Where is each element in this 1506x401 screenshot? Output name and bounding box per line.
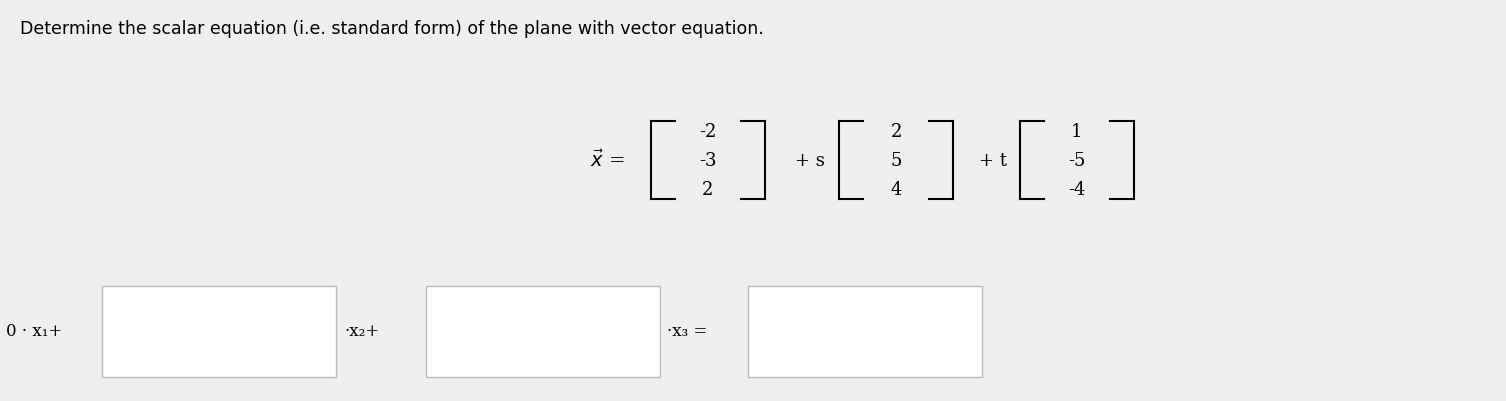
- FancyBboxPatch shape: [748, 287, 982, 377]
- Text: + s: + s: [795, 152, 825, 169]
- Text: $\vec{x}$ =: $\vec{x}$ =: [590, 150, 625, 171]
- Text: -5: -5: [1068, 152, 1086, 169]
- FancyBboxPatch shape: [426, 287, 660, 377]
- Text: 0 · x₁+: 0 · x₁+: [6, 322, 62, 339]
- Text: -4: -4: [1068, 180, 1086, 198]
- Text: ·x₂+: ·x₂+: [345, 322, 380, 339]
- Text: -2: -2: [699, 123, 717, 140]
- Text: 2: 2: [702, 180, 714, 198]
- Text: 5: 5: [890, 152, 902, 169]
- FancyBboxPatch shape: [102, 287, 336, 377]
- Text: + t: + t: [979, 152, 1008, 169]
- Text: -3: -3: [699, 152, 717, 169]
- Text: 1: 1: [1071, 123, 1083, 140]
- Text: ·x₃ =: ·x₃ =: [667, 322, 708, 339]
- Text: 4: 4: [890, 180, 902, 198]
- Text: Determine the scalar equation (i.e. standard form) of the plane with vector equa: Determine the scalar equation (i.e. stan…: [20, 20, 764, 38]
- Text: 2: 2: [890, 123, 902, 140]
